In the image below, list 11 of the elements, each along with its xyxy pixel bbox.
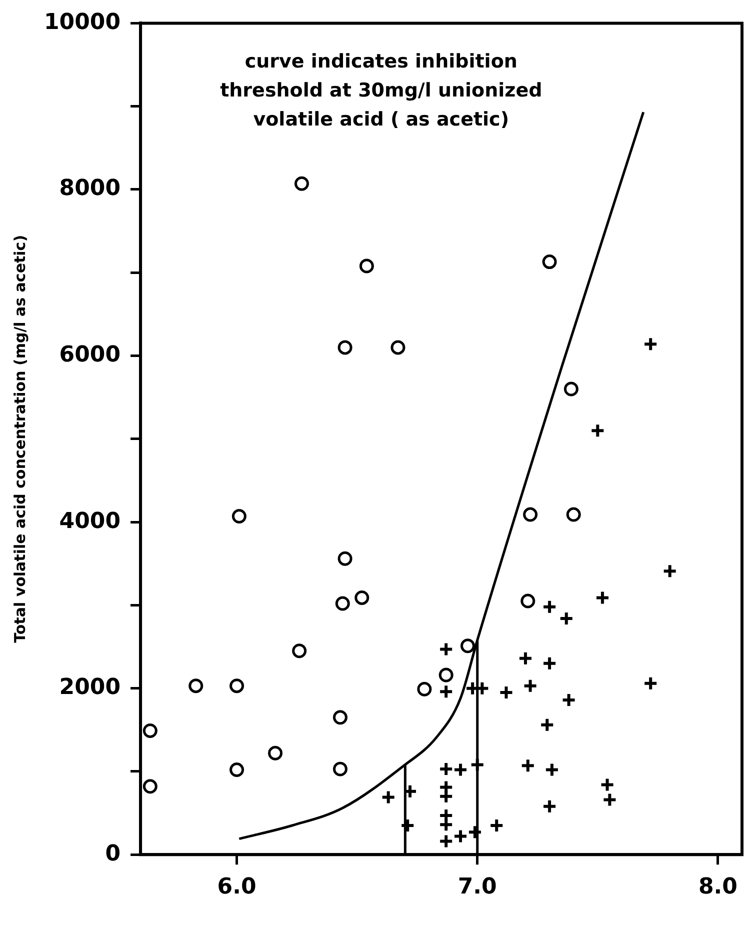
x-tick-label: 6.0	[217, 874, 256, 900]
x-tick-label: 7.0	[458, 874, 497, 900]
y-tick-label: 6000	[59, 342, 121, 368]
y-tick-label: 10000	[44, 10, 121, 35]
annotation: curve indicates inhibition threshold at 30mg/l unionized volatile acid ( as acetic)	[220, 50, 542, 131]
y-tick-label: 2000	[59, 675, 121, 700]
y-axis-title: Total volatile acid concentration (mg/l as acetic)	[10, 234, 29, 643]
x-tick-label: 8.0	[698, 874, 738, 900]
y-tick-label: 4000	[59, 508, 121, 534]
y-tick-label: 0	[105, 841, 121, 866]
y-tick-label: 8000	[59, 176, 121, 202]
